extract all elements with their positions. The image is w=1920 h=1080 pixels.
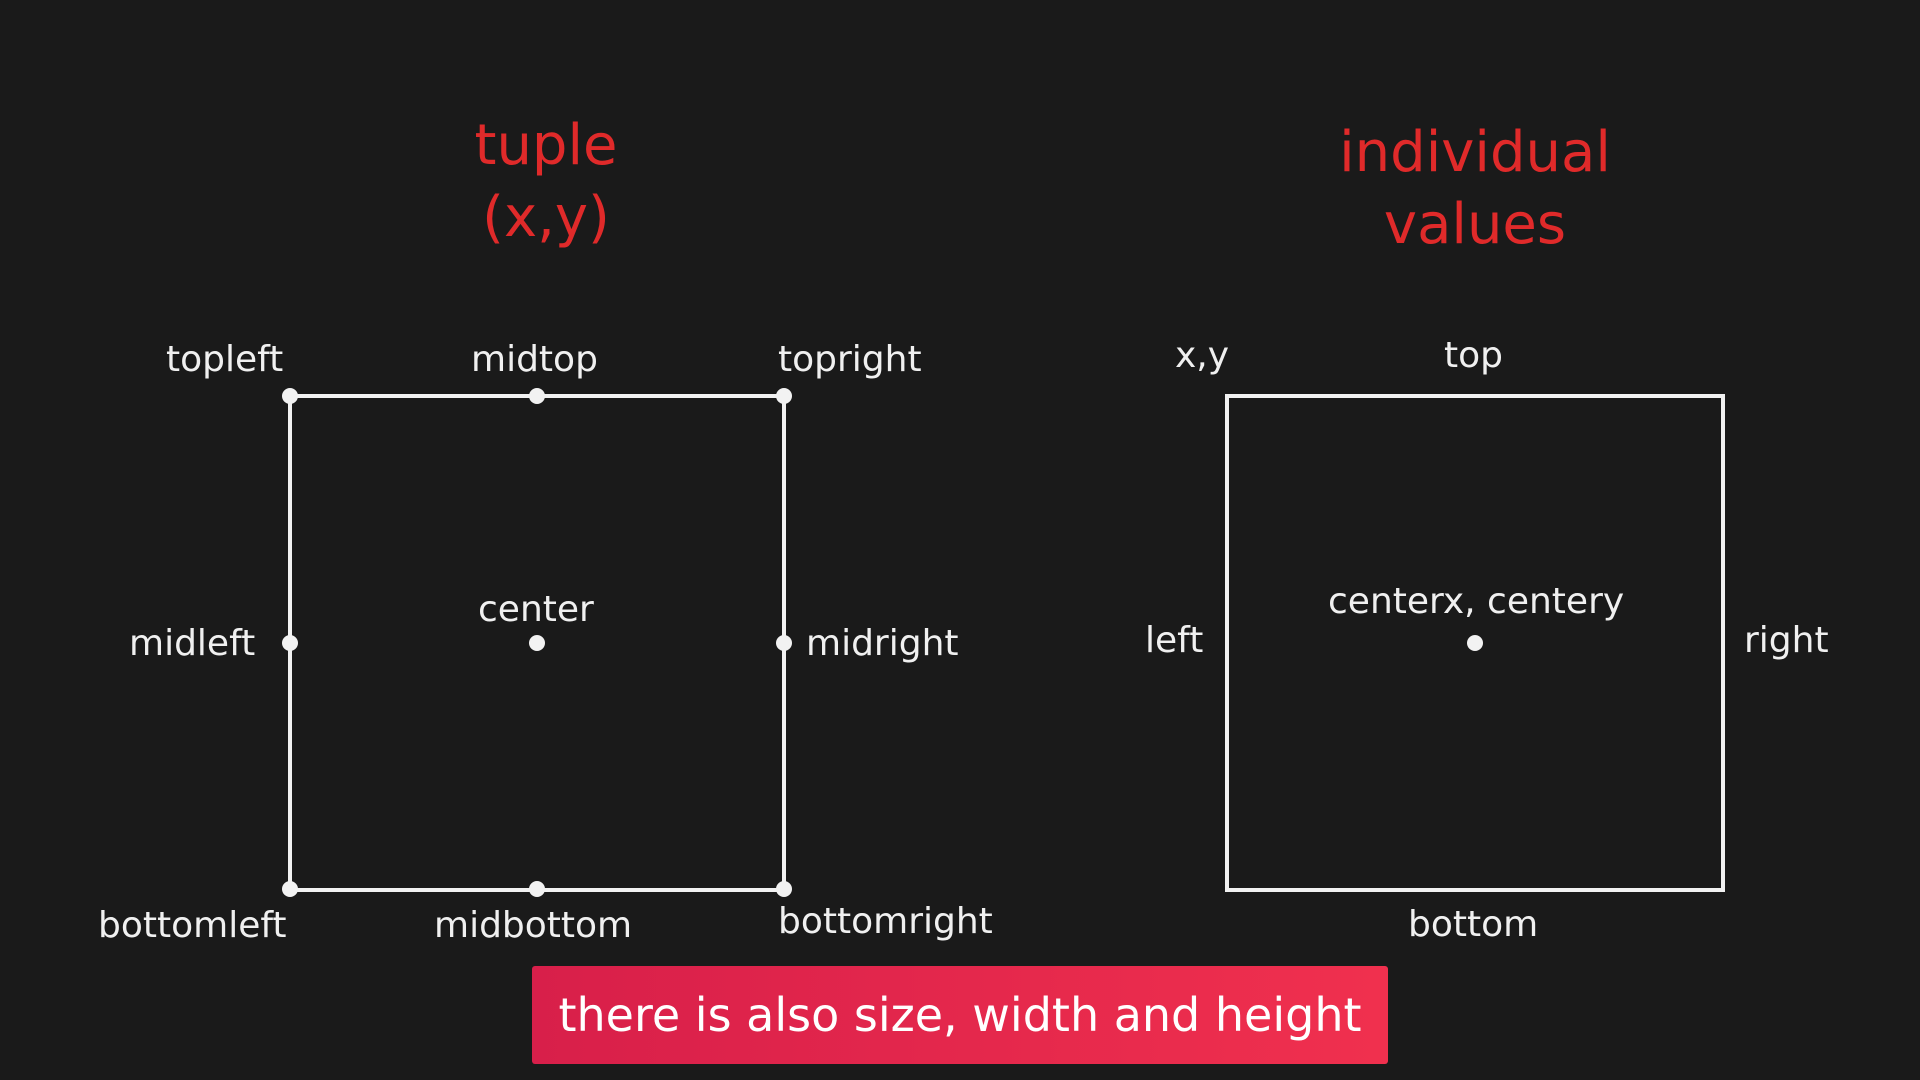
midbottom-point [529,881,545,897]
subtitle-caption: there is also size, width and height [532,966,1388,1064]
tuple-heading-line2: (x,y) [482,185,610,250]
individual-values-heading-line1: individual [1339,120,1611,185]
midleft-label: midleft [129,623,256,664]
bottomright-label: bottomright [778,901,993,942]
topleft-point [282,388,298,404]
midright-label: midright [806,623,959,664]
tuple-heading: tuple (x,y) [296,110,796,254]
individual-values-heading: individual values [1225,117,1725,261]
bottom-label: bottom [1408,904,1539,945]
bottomleft-point [282,881,298,897]
centerx-centery-label: centerx, centery [1328,581,1625,622]
left-label: left [1145,620,1204,661]
tuple-heading-line1: tuple [474,113,618,178]
topright-point [776,388,792,404]
midbottom-label: midbottom [434,905,633,946]
top-label: top [1444,335,1503,376]
values-rect [1225,394,1725,892]
bottomright-point [776,881,792,897]
topleft-label: topleft [166,339,284,380]
xy-label: x,y [1175,335,1230,376]
topright-label: topright [778,339,922,380]
centerx-centery-point [1467,635,1483,651]
midleft-point [282,635,298,651]
bottomleft-label: bottomleft [98,905,287,946]
center-point [529,635,545,651]
midtop-label: midtop [471,339,598,380]
midright-point [776,635,792,651]
right-label: right [1744,620,1829,661]
individual-values-heading-line2: values [1383,192,1567,257]
center-label: center [478,589,594,630]
midtop-point [529,388,545,404]
